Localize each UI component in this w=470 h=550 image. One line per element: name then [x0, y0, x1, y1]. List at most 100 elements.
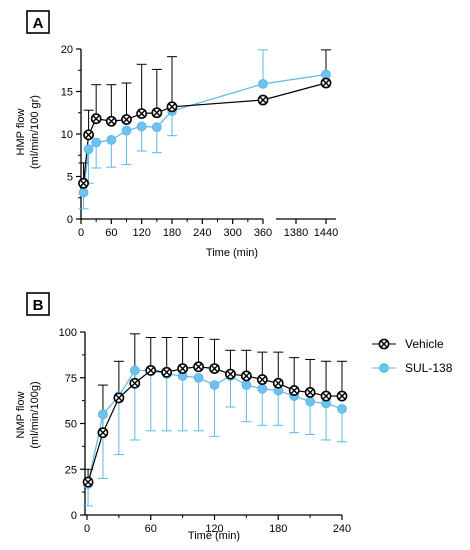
legend-vehicle-symbol: [378, 338, 390, 350]
panel-b-ytick-label-1: 25: [65, 464, 77, 476]
panel-a-xtick-label-1: 60: [105, 227, 117, 239]
panel-b-ylabel: NMP flow (ml/min/100g): [15, 381, 41, 448]
panel-b-vehicle-point-14: [304, 386, 316, 398]
panel-a-xtick-label-6: 360: [254, 227, 272, 239]
panel-b-sul138-errbar-9: [225, 375, 236, 408]
panel-a-xtick-label-7: 1380: [284, 227, 308, 239]
panel-b-sul138-errbar-12: [273, 390, 284, 426]
panel-b-sul138-point-14: [305, 396, 316, 407]
legend-sul138-symbol: [379, 363, 389, 373]
panel-a-letter: A: [33, 15, 44, 32]
panel-a-xtick-label-8: 1440: [314, 227, 338, 239]
panel-b-ytick-label-0: 0: [71, 510, 77, 522]
panel-a-ylabel: HMP flow (ml/min/100 gr): [15, 95, 41, 169]
panel-a-sul138-point-8: [258, 78, 268, 89]
legend: Vehicle SUL-138: [372, 337, 453, 375]
panel-b-vehicle-point-7: [193, 361, 204, 373]
panel-a-plot: 0 5 10 15 20 0 60 120 180 240 300 360 1380 1440: [61, 44, 338, 239]
panel-b-sul138-point-16: [337, 403, 347, 414]
legend-vehicle-label: Vehicle: [405, 337, 444, 351]
panel-a-sul138-line: [82, 73, 327, 193]
panel-a-vehicle-errbar-2: [91, 84, 102, 119]
legend-item-vehicle: Vehicle: [372, 337, 444, 351]
panel-b-vehicle-point-9: [225, 368, 236, 380]
panel-b-ytick-label-3: 75: [65, 373, 77, 385]
panel-b-vehicle-point-15: [320, 390, 332, 402]
panel-b-sul138-errbar-2: [113, 396, 124, 456]
panel-b-sul138-errbar-5: [161, 374, 172, 432]
panel-b-sul138-point-11: [257, 383, 268, 394]
panel-b-sul138-point-3: [129, 365, 140, 376]
panel-a-sul138-point-9: [321, 69, 331, 80]
panel-a-vehicle-point-1: [83, 129, 94, 141]
panel-a-vehicle-point-7: [166, 101, 178, 113]
panel-a-sul138-point-0: [78, 187, 89, 198]
panel-b-vehicle-point-16: [336, 390, 348, 402]
panel-a-ylabel-line2: (ml/min/100 gr): [29, 95, 41, 169]
panel-b-ytick-label-4: 100: [59, 327, 77, 339]
panel-b-ylabel-line1: NMP flow: [15, 392, 27, 439]
panel-b-sul138-errbar-4: [145, 370, 156, 432]
panel-a-vehicle-point-0: [78, 177, 89, 189]
panel-b-vehicle-point-11: [256, 374, 268, 385]
panel-a-vehicle-point-5: [136, 108, 148, 119]
panel-a-vehicle-point-3: [105, 115, 117, 127]
panel-b-sul138-errbar-7: [193, 377, 204, 432]
panel-b-vehicle-point-5: [161, 366, 173, 378]
panel-b-sul138-point-8: [209, 380, 220, 390]
panel-b-sul138-errbar-11: [257, 388, 268, 426]
panel-b-vehicle-point-8: [209, 363, 220, 374]
panel-b-vehicle-point-6: [177, 363, 189, 374]
panel-b-xtick-label-0: 0: [84, 523, 90, 535]
legend-vehicle-marker: [378, 338, 390, 350]
panel-a-ylabel-line1: HMP flow: [15, 109, 27, 156]
panel-b-xtick-label-4: 240: [333, 523, 351, 535]
panel-a-ytick-label-4: 20: [61, 44, 73, 56]
panel-b-vehicle-errbar-5: [161, 336, 172, 373]
panel-b-letter: B: [33, 297, 44, 314]
panel-a-sul138-errbar-upper-8: [258, 49, 268, 84]
panel-b-sul138-errbar-10: [241, 385, 252, 423]
panel-a-sul138-errbar-lower-4: [121, 130, 132, 166]
panel-b-ylabel-line2: (ml/min/100g): [29, 381, 41, 448]
panel-b-xtick-label-3: 180: [269, 523, 287, 535]
panel-a-sul138-point-4: [121, 125, 132, 136]
panel-b-sul138-point-7: [193, 372, 204, 383]
panel-a-xtick-label-2: 120: [132, 227, 150, 239]
panel-b-vehicle-point-12: [272, 377, 284, 389]
panel-b-sul138-errbar-13: [289, 396, 300, 434]
panel-a-vehicle-point-2: [90, 113, 102, 125]
panel-a-xtick-label-0: 0: [78, 227, 84, 239]
panel-a-xtick-label-3: 180: [163, 227, 181, 239]
panel-b-sul138-errbar-15: [321, 403, 332, 441]
panel-a-ytick-label-1: 5: [67, 172, 73, 184]
panel-a-vehicle-errbar-7: [167, 56, 177, 107]
panel-b-vehicle-errbar-14: [305, 358, 316, 393]
panel-a-sul138-point-1: [83, 144, 94, 155]
panel-a-vehicle-errbar-5: [136, 63, 147, 114]
panel-b-sul138-errbar-8: [209, 385, 220, 437]
panel-a-sul138-point-3: [106, 135, 117, 145]
panel-b-vehicle-point-10: [240, 370, 252, 382]
panel-a-vehicle-point-4: [121, 114, 132, 125]
panel-a-letter-box: [26, 10, 50, 34]
panel-b-vehicle-point-2: [113, 392, 125, 404]
panel-b: B NMP flow (ml/min/100g) Time (min) 0 25 5…: [15, 292, 453, 542]
panel-a-sul138-point-6: [151, 122, 162, 133]
panel-a-vehicle-errbar-3: [106, 84, 117, 122]
panel-b-ytick-label-2: 50: [65, 419, 77, 431]
panel-b-sul138-errbar-1: [97, 414, 108, 479]
panel-b-vehicle-errbar-4: [145, 336, 156, 371]
panel-b-vehicle-point-1: [97, 427, 109, 439]
legend-item-sul138: SUL-138: [372, 361, 453, 375]
panel-a-vehicle-errbar-4: [121, 82, 132, 120]
panel-b-xlabel: Time (min): [188, 530, 240, 542]
panel-a-ytick-label-0: 0: [67, 214, 73, 226]
panel-a-xlabel: Time (min): [206, 247, 258, 259]
panel-a-vehicle-point-9: [320, 77, 332, 89]
panel-b-vehicle-point-13: [288, 385, 300, 396]
panel-a-vehicle-errbar-6: [151, 68, 162, 113]
legend-sul138-marker: [379, 363, 389, 373]
panel-a-sul138-point-5: [136, 121, 147, 132]
